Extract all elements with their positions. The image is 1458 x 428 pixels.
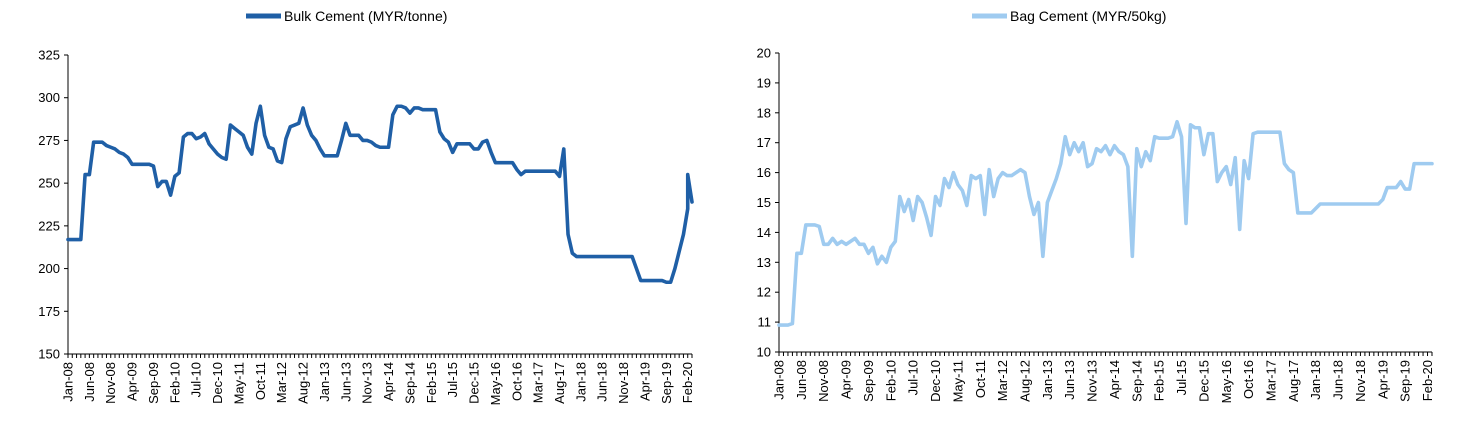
y-tick-label: 16 [757,165,771,180]
x-tick-label: Jul-10 [189,362,204,397]
x-tick-label: Aug-12 [1017,360,1032,402]
x-tick-label: Jan-13 [1040,360,1055,400]
series-line [777,119,1434,327]
x-tick-label: Jan-13 [317,362,332,402]
x-tick-label: Apr-14 [381,362,396,401]
y-tick-label: 12 [757,285,771,300]
x-tick-label: Mar-17 [1263,360,1278,401]
x-tick-label: Aug-17 [1286,360,1301,402]
x-tick-label: Jul-15 [1174,360,1189,395]
x-tick-label: Nov-08 [103,362,118,404]
x-tick-label: Mar-17 [531,362,546,403]
x-tick-label: Feb-15 [1152,360,1167,401]
x-tick-label: Jun-08 [794,360,809,400]
bag-cement-chart: Bag Cement (MYR/50kg) 10 11 12 13 14 15 16 17 18 1… [728,0,1458,428]
x-tick-label: May-11 [950,360,965,402]
legend-label: Bag Cement (MYR/50kg) [1010,8,1166,24]
x-tick-label: Apr-09 [125,362,140,401]
x-tick-label: Sep-09 [146,362,161,404]
x-tick-label: Feb-15 [424,362,439,403]
x-tick-label: Jan-08 [772,360,787,400]
x-tick-label: Jan-18 [1308,360,1323,400]
y-tick-label: 150 [38,347,60,362]
x-tick-label: Oct-11 [973,360,988,398]
x-tick-label: Jun-18 [1331,360,1346,400]
x-tick-label: Nov-18 [1353,360,1368,402]
y-tick-label: 300 [38,90,60,105]
x-tick-label: Feb-10 [167,362,182,403]
x-tick-label: Apr-19 [637,362,652,401]
y-tick-label: 15 [757,195,771,210]
x-tick-label: May-11 [231,362,246,404]
y-tick-label: 200 [38,261,60,276]
y-tick-label: 250 [38,176,60,191]
x-tick-label: Jan-08 [61,362,76,402]
x-tick-label: Apr-19 [1375,360,1390,399]
y-tick-label: 20 [757,46,771,61]
x-tick-label: Sep-19 [659,362,674,404]
x-tick-label: Oct-16 [1241,360,1256,399]
x-tick-label: Sep-14 [402,362,417,404]
x-tick-label: Nov-13 [1085,360,1100,402]
y-tick-label: 225 [38,218,60,233]
y-tick-label: 13 [757,255,771,270]
x-tick-label: Apr-14 [1107,360,1122,399]
legend: Bulk Cement (MYR/tonne) [246,8,447,24]
x-tick-label: Nov-18 [616,362,631,404]
x-tick-label: Nov-08 [816,360,831,402]
x-tick-label: Jun-13 [1062,360,1077,400]
x-tick-label: May-16 [1219,360,1234,403]
y-tick-label: 175 [38,304,60,319]
x-tick-label: Mar-12 [995,360,1010,401]
y-tick-label: 11 [758,315,772,330]
x-tick-label: Jun-13 [338,362,353,402]
x-tick-label: Jan-18 [573,362,588,402]
x-tick-label: Sep-19 [1398,360,1413,402]
x-tick-label: Apr-09 [839,360,854,399]
legend: Bag Cement (MYR/50kg) [972,8,1166,24]
x-tick-label: Feb-10 [883,360,898,401]
x-tick-label: Aug-12 [296,362,311,404]
x-tick-label: Dec-10 [210,362,225,404]
y-tick-label: 18 [757,105,771,120]
x-tick-label: Feb-20 [680,362,695,403]
x-tick-label: Aug-17 [552,362,567,404]
legend-label: Bulk Cement (MYR/tonne) [284,8,447,24]
x-tick-label: Mar-12 [274,362,289,403]
x-tick-label: Sep-14 [1129,360,1144,402]
bag-cement-chart-svg: Bag Cement (MYR/50kg) 10 11 12 13 14 15 16 17 18 1… [757,8,1435,403]
x-tick-label: Nov-13 [360,362,375,404]
x-tick-label: Dec-10 [928,360,943,402]
x-tick-label: Jun-08 [82,362,97,402]
y-tick-label: 275 [38,133,60,148]
x-tick-label: Sep-09 [861,360,876,402]
x-tick-label: Oct-16 [509,362,524,401]
x-tick-label: Dec-15 [467,362,482,404]
bulk-cement-chart-svg: Bulk Cement (MYR/tonne) 150 175 200 225 250 27… [38,8,695,405]
x-tick-label: Jul-15 [445,362,460,397]
x-tick-label: Feb-20 [1420,360,1435,401]
y-tick-label: 10 [757,345,771,360]
x-tick-label: May-16 [488,362,503,405]
series-line [66,104,694,285]
y-tick-label: 14 [757,225,771,240]
y-tick-label: 325 [38,48,60,63]
x-tick-label: Jun-18 [595,362,610,402]
x-tick-label: Dec-15 [1196,360,1211,402]
y-tick-label: 19 [757,75,771,90]
y-tick-label: 17 [757,135,771,150]
x-tick-label: Jul-10 [906,360,921,395]
bulk-cement-chart: Bulk Cement (MYR/tonne) 150 175 200 225 250 27… [0,0,728,428]
x-tick-label: Oct-11 [253,362,268,400]
